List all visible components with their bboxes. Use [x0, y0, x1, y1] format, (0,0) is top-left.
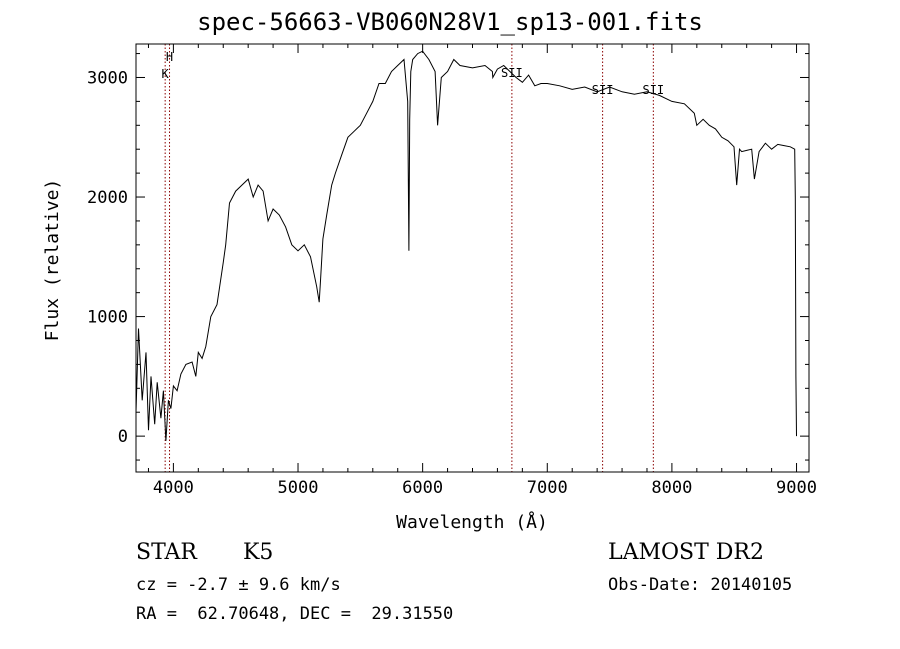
x-tick-label: 6000	[402, 478, 443, 498]
object-subclass: K5	[243, 540, 274, 565]
coordinates-label: RA = 62.70648, DEC = 29.31550	[136, 604, 454, 624]
y-axis: 0 1000 2000 3000	[87, 53, 809, 461]
x-tick-label: 4000	[153, 478, 194, 498]
spectral-line-label: SII	[642, 83, 664, 97]
x-axis-label: Wavelength (Å)	[396, 511, 548, 533]
x-axis: 4000 5000 6000 7000 8000 9000	[147, 44, 817, 498]
spectral-line-label: K	[162, 67, 170, 81]
spectral-line-markers	[164, 44, 654, 472]
x-tick-label: 9000	[776, 478, 817, 498]
spectrum-line	[135, 50, 797, 441]
y-tick-label: 3000	[87, 68, 128, 88]
x-tick-label: 8000	[651, 478, 692, 498]
obs-date-label: Obs-Date: 20140105	[608, 575, 793, 595]
chart-title: spec-56663-VB060N28V1_sp13-001.fits	[197, 8, 703, 36]
plot-frame	[135, 43, 810, 473]
spectral-line-label: SII	[501, 66, 523, 80]
redshift-label: cz = -2.7 ± 9.6 km/s	[136, 575, 341, 595]
survey-label: LAMOST DR2	[608, 540, 764, 565]
x-tick-label: 7000	[527, 478, 568, 498]
line-labels: KH SII SII SII	[162, 50, 665, 97]
object-class: STAR	[136, 540, 197, 565]
x-tick-label: 5000	[278, 478, 319, 498]
series-group	[135, 50, 797, 441]
y-tick-label: 0	[118, 427, 128, 447]
y-tick-label: 1000	[87, 308, 128, 328]
y-tick-label: 2000	[87, 188, 128, 208]
y-axis-label: Flux (relative)	[42, 179, 63, 342]
spectral-line-label: SII	[592, 83, 614, 97]
spectral-line-label: H	[166, 50, 173, 64]
